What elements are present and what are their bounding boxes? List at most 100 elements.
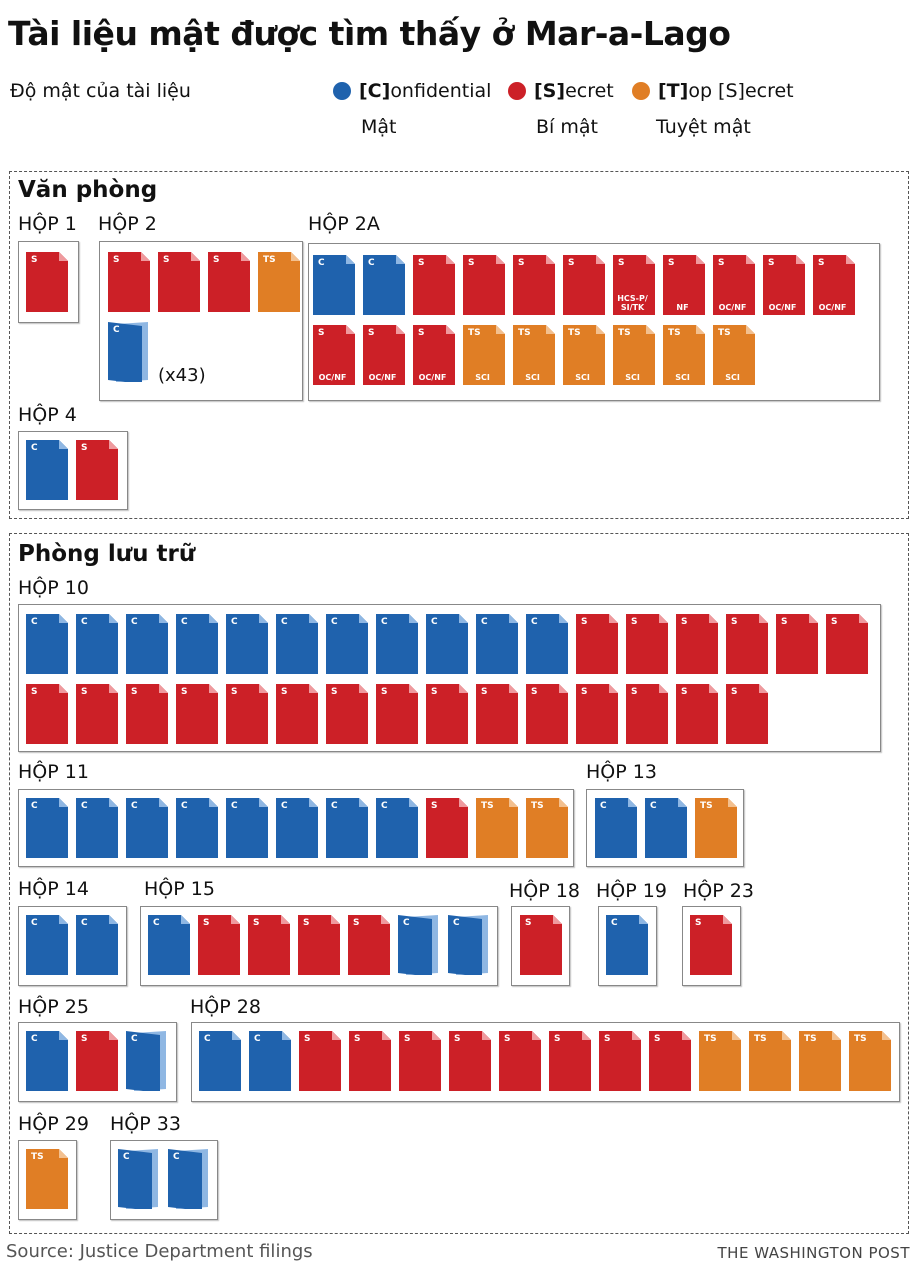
- box-label: HỘP 11: [18, 761, 89, 783]
- confidential-document-icon: C: [376, 798, 418, 858]
- doc-code: S: [331, 687, 338, 697]
- doc-sublabel: OC/NF: [318, 373, 347, 382]
- doc-code: C: [31, 617, 38, 627]
- doc-code: S: [525, 918, 532, 928]
- doc-code: C: [131, 801, 138, 811]
- doc-code: C: [611, 918, 618, 928]
- box-label: HỘP 2A: [308, 213, 380, 235]
- doc-code: S: [431, 801, 438, 811]
- top-secret-document-icon: TS: [258, 252, 300, 312]
- confidential-folder-icon: C: [448, 915, 490, 975]
- confidential-document-icon: C: [176, 798, 218, 858]
- doc-code: S: [303, 918, 310, 928]
- secret-document-icon: S: [226, 684, 268, 744]
- confidential-document-icon: C: [249, 1031, 291, 1091]
- secret-document-icon: S: [298, 915, 340, 975]
- doc-code: S: [581, 617, 588, 627]
- secret-document-icon: S: [426, 684, 468, 744]
- doc-code: S: [354, 1034, 361, 1044]
- secret-document-icon: S: [626, 684, 668, 744]
- legend-code-secret: [S]: [534, 80, 566, 102]
- secret-document-icon: S: [626, 614, 668, 674]
- secret-document-icon: S OC/NF: [813, 255, 855, 315]
- doc-code: S: [203, 918, 210, 928]
- doc-code: C: [281, 801, 288, 811]
- top-secret-document-icon: TS SCI: [713, 325, 755, 385]
- secret-document-icon: S: [126, 684, 168, 744]
- doc-code: C: [368, 258, 375, 268]
- confidential-document-icon: C: [226, 614, 268, 674]
- secret-document-icon: S: [76, 440, 118, 500]
- doc-code: S: [318, 328, 325, 338]
- confidential-document-icon: C: [326, 614, 368, 674]
- doc-code: C: [318, 258, 325, 268]
- doc-code: TS: [804, 1034, 817, 1044]
- secret-document-icon: S OC/NF: [413, 325, 455, 385]
- confidential-document-icon: C: [76, 798, 118, 858]
- doc-code: S: [568, 258, 575, 268]
- doc-code: C: [181, 801, 188, 811]
- confidential-document-icon: C: [276, 614, 318, 674]
- doc-sublabel: SCI: [575, 373, 590, 382]
- secret-document-icon: S: [26, 684, 68, 744]
- doc-code: S: [481, 687, 488, 697]
- secret-document-icon: S: [599, 1031, 641, 1091]
- confidential-document-icon: C: [126, 798, 168, 858]
- secret-document-icon: S: [676, 614, 718, 674]
- doc-sublabel: SCI: [675, 373, 690, 382]
- confidential-document-icon: C: [199, 1031, 241, 1091]
- secret-document-icon: S: [198, 915, 240, 975]
- doc-code: C: [453, 918, 460, 928]
- secret-document-icon: S: [463, 255, 505, 315]
- box-label: HỘP 15: [144, 878, 215, 900]
- section-title-storage: Phòng lưu trữ: [18, 541, 196, 567]
- doc-sublabel: NF: [676, 303, 689, 312]
- secret-document-icon: S: [576, 684, 618, 744]
- doc-sublabel: SCI: [725, 373, 740, 382]
- doc-code: C: [153, 918, 160, 928]
- doc-code: S: [554, 1034, 561, 1044]
- doc-code: S: [731, 687, 738, 697]
- section-office: [9, 171, 909, 519]
- doc-code: C: [81, 801, 88, 811]
- confidential-folder-icon: C: [398, 915, 440, 975]
- confidential-folder-icon: C: [118, 1149, 160, 1209]
- secret-document-icon: S: [563, 255, 605, 315]
- confidential-document-icon: C: [476, 614, 518, 674]
- secret-document-icon: S NF: [663, 255, 705, 315]
- doc-code: TS: [31, 1152, 44, 1162]
- top-secret-document-icon: TS SCI: [563, 325, 605, 385]
- secret-document-icon: S: [26, 252, 68, 312]
- doc-code: S: [31, 687, 38, 697]
- doc-code: TS: [700, 801, 713, 811]
- doc-sublabel: OC/NF: [818, 303, 847, 312]
- doc-sublabel: SCI: [525, 373, 540, 382]
- secret-document-icon: S: [426, 798, 468, 858]
- confidential-document-icon: C: [26, 798, 68, 858]
- doc-code: S: [668, 258, 675, 268]
- doc-code: C: [600, 801, 607, 811]
- doc-code: C: [204, 1034, 211, 1044]
- secret-document-icon: S: [326, 684, 368, 744]
- doc-code: TS: [704, 1034, 717, 1044]
- secret-document-icon: S: [176, 684, 218, 744]
- doc-sublabel: HCS-P/SI/TK: [617, 294, 648, 312]
- secret-document-icon: S: [376, 684, 418, 744]
- doc-code: S: [353, 918, 360, 928]
- top-secret-document-icon: TS: [799, 1031, 841, 1091]
- doc-code: S: [213, 255, 220, 265]
- box-label: HỘP 25: [18, 996, 89, 1018]
- box-label: HỘP 14: [18, 878, 89, 900]
- doc-code: S: [454, 1034, 461, 1044]
- legend-sub-secret: Bí mật: [536, 116, 598, 138]
- doc-code: S: [231, 687, 238, 697]
- confidential-document-icon: C: [606, 915, 648, 975]
- legend-rest-top-secret: op [S]ecret: [688, 80, 794, 102]
- legend-item-confidential: [C] onfidential: [333, 80, 491, 102]
- doc-count: (x43): [158, 365, 206, 386]
- doc-code: S: [695, 918, 702, 928]
- doc-code: C: [131, 1034, 138, 1044]
- doc-sublabel: OC/NF: [368, 373, 397, 382]
- box-label: HỘP 10: [18, 577, 89, 599]
- top-secret-document-icon: TS SCI: [663, 325, 705, 385]
